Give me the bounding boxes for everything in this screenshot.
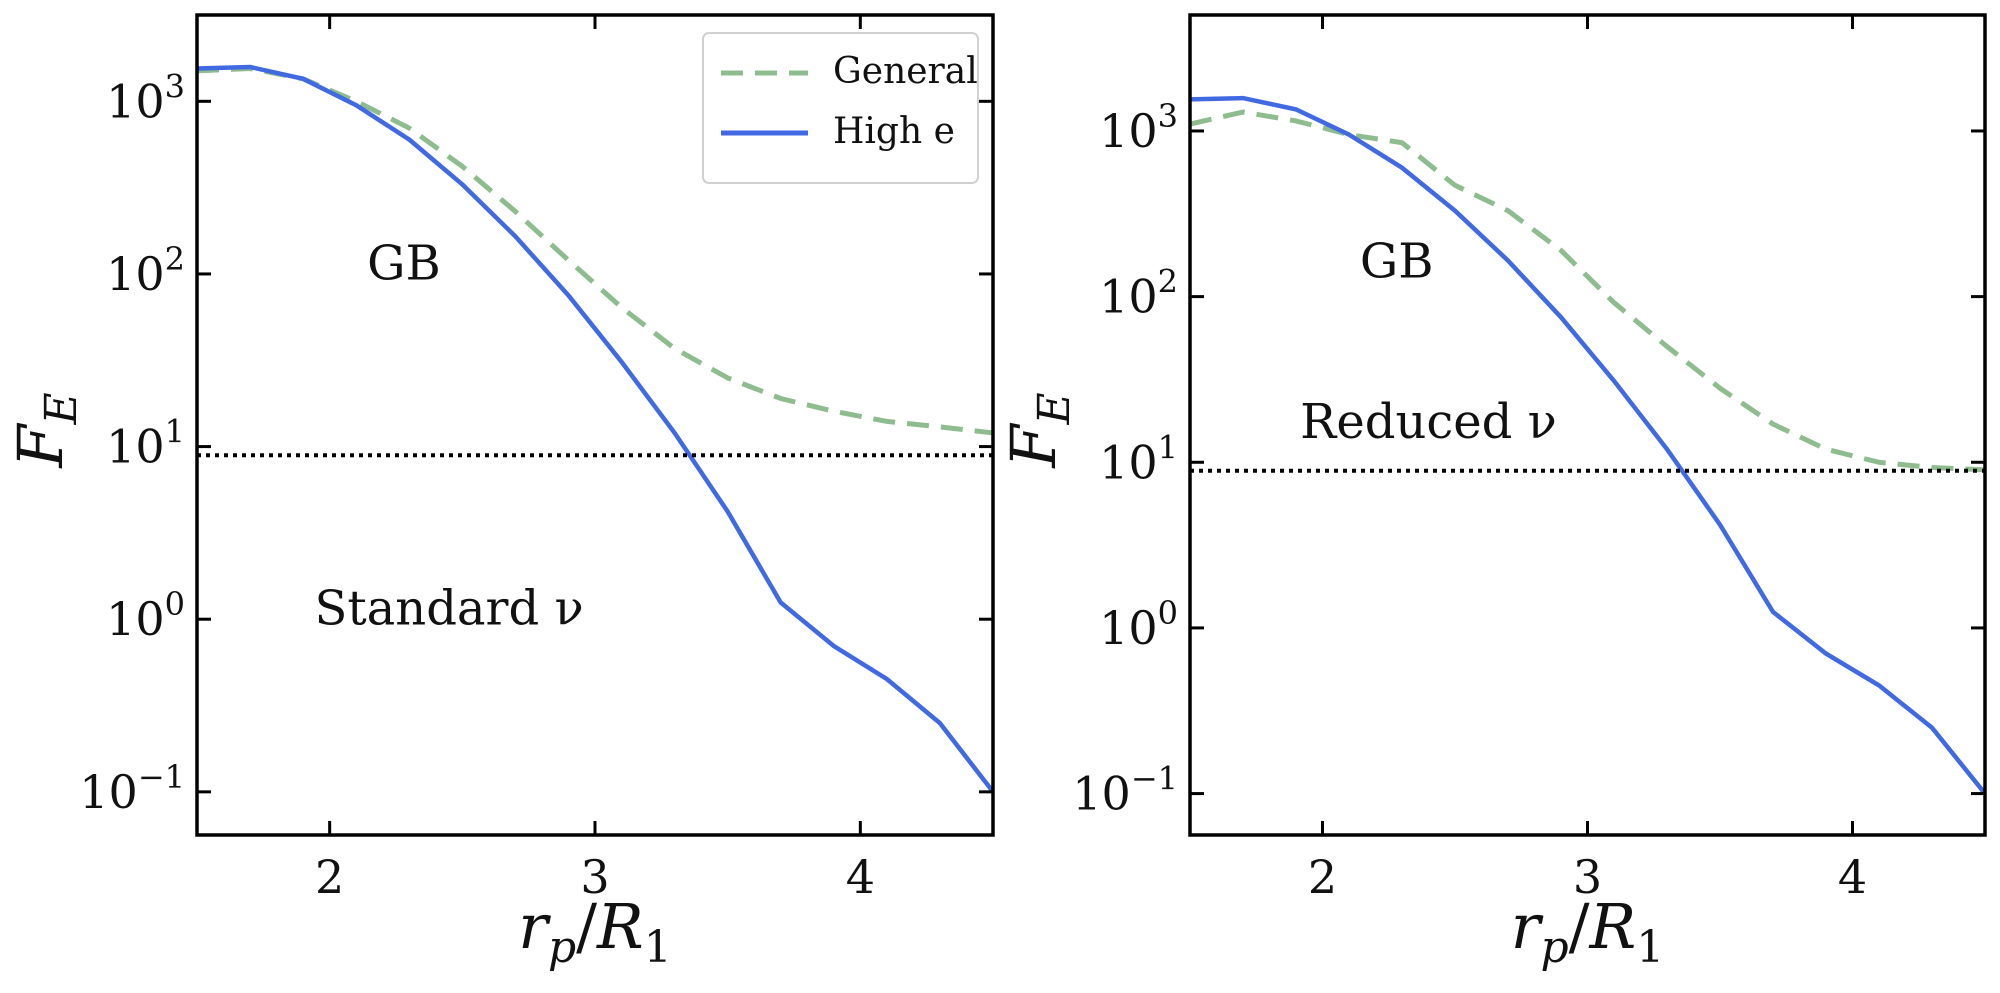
- y-tick-exponent: 2: [1158, 263, 1178, 301]
- plot-area: [1190, 95, 1985, 796]
- series-general-line: [1190, 109, 1985, 473]
- y-tick-exponent: 1: [1158, 428, 1178, 466]
- y-tick-label: 103: [106, 67, 185, 128]
- y-tick-base: 10: [1099, 435, 1158, 489]
- x-tick-label: 3: [580, 850, 609, 904]
- y-tick-base: 10: [79, 765, 138, 819]
- x-tick-label: 3: [1573, 850, 1602, 904]
- y-tick-base: 10: [106, 247, 165, 301]
- y-tick-exponent: 0: [1158, 594, 1178, 632]
- y-tick-label: 102: [106, 240, 185, 301]
- y-tick-label: 103: [1099, 97, 1178, 158]
- legend: General High e: [702, 32, 979, 184]
- series-high_e-line: [1190, 95, 1985, 796]
- series-high_e-line: [197, 64, 993, 794]
- y-tick-label: 102: [1099, 263, 1178, 324]
- y-tick-label: 101: [1099, 428, 1178, 489]
- plot-area: [197, 64, 993, 794]
- x-tick-label: 2: [315, 850, 344, 904]
- x-tick-label: 4: [846, 850, 875, 904]
- y-tick-base: 10: [1099, 104, 1158, 158]
- series-general-line: [197, 65, 993, 436]
- y-tick-exponent: −1: [138, 758, 185, 796]
- x-tick-label: 2: [1308, 850, 1337, 904]
- x-axis-label: rp/R1: [518, 890, 671, 973]
- legend-entry-label: High e: [833, 111, 955, 152]
- legend-entry-label: General: [833, 51, 978, 92]
- y-axis-label: FE: [997, 392, 1080, 468]
- annotation-label: Reduced ν: [1300, 394, 1557, 450]
- y-tick-base: 10: [1072, 767, 1131, 821]
- x-axis-label: rp/R1: [1511, 890, 1664, 973]
- y-tick-exponent: −1: [1131, 760, 1178, 798]
- annotation-label: GB: [367, 235, 441, 291]
- y-tick-exponent: 3: [165, 67, 185, 105]
- annotation-label: GB: [1360, 233, 1434, 289]
- y-tick-label: 100: [106, 585, 185, 646]
- y-tick-label: 101: [106, 413, 185, 474]
- y-tick-exponent: 1: [165, 413, 185, 451]
- y-tick-base: 10: [106, 74, 165, 128]
- y-axis-label: FE: [4, 392, 87, 468]
- y-tick-label: 10−1: [1072, 760, 1178, 821]
- y-tick-exponent: 0: [165, 585, 185, 623]
- y-tick-exponent: 2: [165, 240, 185, 278]
- y-tick-label: 100: [1099, 594, 1178, 655]
- y-tick-base: 10: [1099, 601, 1158, 655]
- y-tick-base: 10: [106, 592, 165, 646]
- y-tick-base: 10: [106, 420, 165, 474]
- y-tick-base: 10: [1099, 270, 1158, 324]
- y-tick-label: 10−1: [79, 758, 185, 819]
- x-tick-label: 4: [1838, 850, 1867, 904]
- y-tick-exponent: 3: [1158, 97, 1178, 135]
- annotation-label: Standard ν: [314, 581, 583, 637]
